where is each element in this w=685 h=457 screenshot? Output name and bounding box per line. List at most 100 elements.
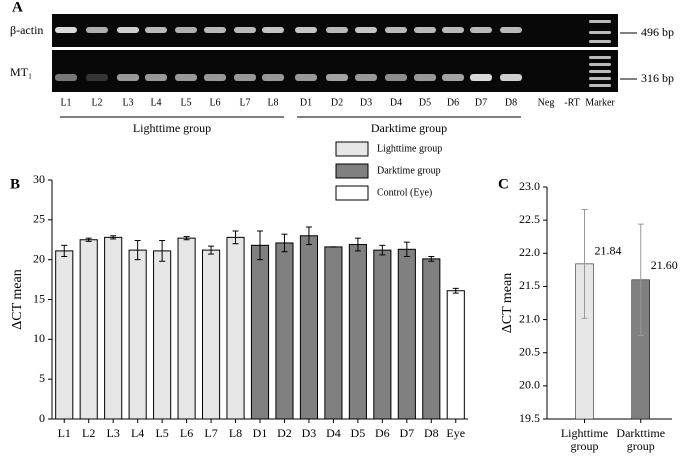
bar	[226, 236, 245, 420]
y-tick-label: 15	[33, 291, 45, 305]
gel-band	[470, 27, 492, 33]
legend-label: Lighttime group	[377, 143, 442, 154]
y-tick-label: 22.0	[519, 245, 540, 259]
y-tick-label: 19.5	[519, 411, 540, 425]
bar	[250, 244, 270, 420]
x-tick-label: D4	[326, 426, 341, 440]
x-tick-label: D8	[424, 426, 439, 440]
x-tick-label: D2	[277, 426, 292, 440]
gel-band	[355, 74, 377, 81]
lane-label: L1	[60, 97, 71, 108]
lane-label: D6	[447, 97, 459, 108]
x-tick-label: L7	[204, 426, 217, 440]
panel-label: C	[498, 176, 509, 192]
gel-band	[442, 74, 464, 81]
lane-label: L8	[267, 97, 278, 108]
value-label: 21.84	[595, 243, 622, 257]
gel-band	[589, 31, 611, 34]
gel-band	[55, 27, 77, 33]
bar	[104, 236, 123, 420]
bar	[153, 250, 172, 420]
gel	[52, 50, 618, 92]
gel-band	[117, 27, 139, 33]
gel-band	[234, 74, 256, 81]
lane-label: D3	[360, 97, 372, 108]
gel-band	[589, 56, 611, 59]
y-tick-label: 20	[33, 251, 45, 265]
gel-band	[355, 27, 377, 33]
bar	[324, 246, 343, 420]
gel-band	[295, 27, 317, 33]
group-label: Lighttime group	[133, 121, 211, 135]
gel-band	[86, 27, 108, 33]
gel-band	[442, 27, 464, 33]
y-axis-label: ΔCT mean	[10, 269, 25, 329]
value-label: 21.60	[651, 258, 678, 272]
gel-band	[145, 27, 167, 33]
gel-band	[500, 27, 522, 33]
x-tick-label: Eye	[446, 426, 465, 440]
bar	[128, 249, 147, 420]
lane-label: D2	[331, 97, 343, 108]
gel-band	[470, 74, 492, 81]
bar	[422, 258, 441, 420]
gel-band	[262, 74, 284, 81]
gel-band	[204, 74, 226, 81]
gel-band	[175, 74, 197, 81]
x-tick-label: L6	[180, 426, 193, 440]
gel-band	[385, 27, 407, 33]
lane-label: Marker	[585, 97, 615, 108]
row-label: MT₁	[10, 65, 32, 79]
legend-label: Control (Eye)	[377, 187, 432, 198]
group-label: Darktime group	[371, 121, 447, 135]
gel-band	[326, 27, 348, 33]
gel-band	[385, 74, 407, 81]
x-tick-label: L8	[229, 426, 242, 440]
lane-label: L3	[122, 97, 133, 108]
bar	[397, 248, 416, 420]
gel-band	[589, 20, 611, 23]
gel-band	[326, 74, 348, 81]
gel-band	[55, 74, 77, 81]
lane-label: L5	[180, 97, 191, 108]
gel-band	[589, 84, 611, 87]
legend-swatch	[335, 141, 369, 157]
lane-label: L7	[239, 97, 250, 108]
y-tick-label: 22.5	[519, 212, 540, 226]
size-label: 496 bp	[641, 25, 674, 39]
bar	[55, 250, 74, 420]
x-tick-label: L2	[82, 426, 95, 440]
gel-band	[175, 27, 197, 33]
y-tick-label: 20.5	[519, 344, 540, 358]
x-tick-label: L3	[107, 426, 120, 440]
gel-band	[589, 70, 611, 73]
bar	[373, 249, 392, 420]
x-tick-label: Darkttime group	[616, 426, 665, 453]
lane-label: Neg	[538, 97, 555, 108]
bar	[299, 235, 319, 420]
lane-label: L4	[150, 97, 161, 108]
x-tick-label: Lighttime group	[561, 426, 608, 453]
bar	[201, 249, 221, 420]
legend-label: Darktime group	[377, 165, 441, 176]
lane-label: L6	[209, 97, 220, 108]
gel-band	[414, 27, 436, 33]
panel-label: A	[12, 0, 23, 15]
y-tick-label: 0	[39, 411, 45, 425]
x-tick-label: D6	[375, 426, 390, 440]
lane-label: D1	[300, 97, 312, 108]
row-label: β-actin	[10, 23, 43, 37]
lane-label: D5	[419, 97, 431, 108]
bar	[446, 290, 465, 420]
lane-label: D4	[390, 97, 402, 108]
bar	[275, 242, 294, 420]
lane-label: -RT	[564, 97, 580, 108]
x-tick-label: D7	[399, 426, 414, 440]
legend-swatch	[335, 185, 369, 201]
y-axis-label: ΔCT mean	[500, 273, 515, 333]
y-tick-label: 10	[33, 331, 45, 345]
x-tick-label: D3	[302, 426, 317, 440]
y-tick-label: 30	[33, 172, 45, 186]
x-tick-label: D5	[351, 426, 366, 440]
panel-label: B	[10, 176, 20, 192]
